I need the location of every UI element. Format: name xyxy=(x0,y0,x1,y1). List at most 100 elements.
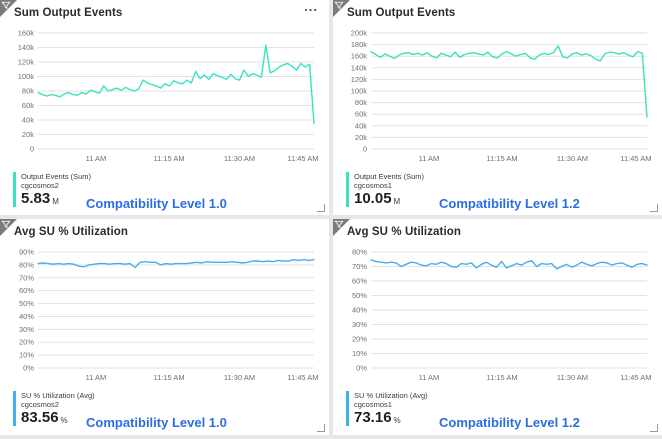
svg-text:50%: 50% xyxy=(19,299,34,308)
chart-title: Avg SU % Utilization xyxy=(347,226,462,238)
svg-text:70%: 70% xyxy=(19,273,34,282)
svg-text:200k: 200k xyxy=(351,29,368,38)
legend-resource: cgcosmos1 xyxy=(354,181,392,190)
svg-text:60%: 60% xyxy=(19,286,34,295)
chart-title: Sum Output Events xyxy=(14,7,123,19)
svg-text:0: 0 xyxy=(30,145,34,154)
more-options-icon[interactable]: ... xyxy=(304,0,318,14)
legend: SU % Utilization (Avg) cgcosmos2 83.56 % xyxy=(13,391,95,426)
svg-text:70%: 70% xyxy=(352,262,367,271)
line-chart: 90% 80% 70% 60% 50% 40% 30% 20% 10% 0% 11 AM 11:15 … xyxy=(0,244,329,384)
svg-text:80%: 80% xyxy=(19,260,34,269)
svg-text:80k: 80k xyxy=(355,98,367,107)
svg-text:80%: 80% xyxy=(352,248,367,257)
svg-text:20%: 20% xyxy=(352,335,367,344)
metric-value: 73.16 xyxy=(354,409,392,426)
svg-text:120k: 120k xyxy=(351,75,368,84)
svg-text:50%: 50% xyxy=(352,291,367,300)
legend-metric: SU % Utilization (Avg) xyxy=(354,391,428,400)
chart-title: Avg SU % Utilization xyxy=(14,226,129,238)
svg-text:11 AM: 11 AM xyxy=(86,154,107,163)
legend-color-bar xyxy=(346,172,349,207)
svg-text:20k: 20k xyxy=(22,130,34,139)
compatibility-annotation: Compatibility Level 1.0 xyxy=(86,196,227,211)
svg-text:20k: 20k xyxy=(355,133,367,142)
legend-color-bar xyxy=(346,391,349,426)
svg-text:40k: 40k xyxy=(355,121,367,130)
line-chart: 200k 180k 160k 140k 120k 100k 80k 60k 40k 20k 0 11 … xyxy=(333,25,662,165)
metric-value: 83.56 xyxy=(21,409,59,426)
metric-value: 5.83 xyxy=(21,190,51,207)
legend: SU % Utilization (Avg) cgcosmos1 73.16 % xyxy=(346,391,428,426)
svg-text:10%: 10% xyxy=(19,351,34,360)
svg-text:20%: 20% xyxy=(19,338,34,347)
svg-text:180k: 180k xyxy=(351,40,368,49)
tile-avg-su-utilization-cl10: Avg SU % Utilization 90% 80% 70% 60% 50% 40% 3… xyxy=(0,219,329,435)
legend: Output Events (Sum) cgcosmos1 10.05 M xyxy=(346,172,424,207)
metric-value: 10.05 xyxy=(354,190,392,207)
resize-handle[interactable] xyxy=(650,204,658,212)
svg-text:40k: 40k xyxy=(22,116,34,125)
resize-handle[interactable] xyxy=(650,424,658,432)
metric-unit: % xyxy=(393,416,401,425)
svg-text:10%: 10% xyxy=(352,349,367,358)
svg-text:60%: 60% xyxy=(352,277,367,286)
svg-text:100k: 100k xyxy=(351,87,368,96)
svg-text:11:15 AM: 11:15 AM xyxy=(487,373,518,382)
svg-text:140k: 140k xyxy=(351,63,368,72)
legend-resource: cgcosmos2 xyxy=(21,181,59,190)
svg-text:60k: 60k xyxy=(355,110,367,119)
svg-text:11 AM: 11 AM xyxy=(419,373,440,382)
svg-text:140k: 140k xyxy=(18,43,35,52)
legend-metric: Output Events (Sum) xyxy=(21,172,92,181)
compatibility-annotation: Compatibility Level 1.0 xyxy=(86,415,227,430)
filter-icon xyxy=(334,220,344,229)
svg-text:160k: 160k xyxy=(18,29,35,38)
metric-unit: % xyxy=(60,416,68,425)
tile-sum-output-events-cl10: Sum Output Events ... 160k 140k 120k 100k 80… xyxy=(0,0,329,215)
tile-avg-su-utilization-cl12: Avg SU % Utilization 80% 70% 60% 50% 40% 30% 2… xyxy=(333,219,662,435)
svg-text:11:45 AM: 11:45 AM xyxy=(620,154,651,163)
metric-unit: M xyxy=(52,197,59,206)
svg-text:0%: 0% xyxy=(23,364,34,373)
svg-text:11:45 AM: 11:45 AM xyxy=(620,373,651,382)
svg-text:11 AM: 11 AM xyxy=(419,154,440,163)
filter-icon xyxy=(334,1,344,10)
legend-resource: cgcosmos1 xyxy=(354,400,392,409)
legend-resource: cgcosmos2 xyxy=(21,400,59,409)
svg-text:11:15 AM: 11:15 AM xyxy=(154,154,185,163)
svg-text:90%: 90% xyxy=(19,248,34,257)
compatibility-annotation: Compatibility Level 1.2 xyxy=(439,415,580,430)
legend-color-bar xyxy=(13,391,16,426)
svg-text:60k: 60k xyxy=(22,101,34,110)
svg-text:30%: 30% xyxy=(19,325,34,334)
filter-icon xyxy=(1,220,11,229)
tile-sum-output-events-cl12: Sum Output Events 200k 180k 160k 140k 120k 10… xyxy=(333,0,662,215)
compatibility-annotation: Compatibility Level 1.2 xyxy=(439,196,580,211)
svg-text:11:45 AM: 11:45 AM xyxy=(287,154,318,163)
svg-text:11:30 AM: 11:30 AM xyxy=(224,154,255,163)
svg-text:11:30 AM: 11:30 AM xyxy=(557,373,588,382)
resize-handle[interactable] xyxy=(317,424,325,432)
svg-text:0: 0 xyxy=(363,145,367,154)
svg-text:120k: 120k xyxy=(18,58,35,67)
legend-color-bar xyxy=(13,172,16,207)
metric-unit: M xyxy=(393,197,401,206)
legend-metric: Output Events (Sum) xyxy=(354,172,425,181)
svg-text:11 AM: 11 AM xyxy=(86,373,107,382)
svg-text:11:15 AM: 11:15 AM xyxy=(154,373,185,382)
svg-text:11:45 AM: 11:45 AM xyxy=(287,373,318,382)
svg-text:30%: 30% xyxy=(352,320,367,329)
svg-text:100k: 100k xyxy=(18,72,35,81)
line-chart: 160k 140k 120k 100k 80k 60k 40k 20k 0 11 AM 11:15 … xyxy=(0,25,329,165)
svg-text:11:15 AM: 11:15 AM xyxy=(487,154,518,163)
line-chart: 80% 70% 60% 50% 40% 30% 20% 10% 0% 11 AM 11:15 AM 1… xyxy=(333,244,662,384)
chart-title: Sum Output Events xyxy=(347,7,456,19)
resize-handle[interactable] xyxy=(317,204,325,212)
svg-text:80k: 80k xyxy=(22,87,34,96)
svg-text:40%: 40% xyxy=(19,312,34,321)
filter-icon xyxy=(1,1,11,10)
legend: Output Events (Sum) cgcosmos2 5.83 M xyxy=(13,172,91,207)
svg-text:11:30 AM: 11:30 AM xyxy=(224,373,255,382)
svg-text:0%: 0% xyxy=(356,364,367,373)
